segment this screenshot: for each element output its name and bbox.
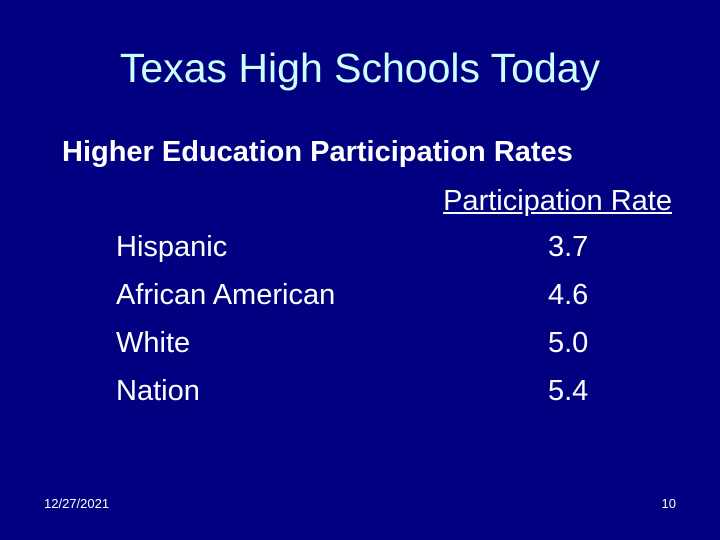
table-row: Nation 5.4 [0, 370, 720, 418]
table-row: African American 4.6 [0, 274, 720, 322]
row-label: African American [116, 279, 336, 311]
row-label: Nation [116, 375, 200, 407]
table-row: White 5.0 [0, 322, 720, 370]
row-value: 5.4 [548, 375, 589, 407]
row-value: 4.6 [548, 279, 589, 311]
slide-title: Texas High Schools Today [119, 45, 601, 91]
footer-date: 12/27/2021 [44, 496, 110, 511]
row-label: Hispanic [116, 231, 228, 263]
column-header-participation-rate: Participation Rate [443, 185, 672, 217]
row-value: 3.7 [548, 231, 589, 263]
slide-subtitle: Higher Education Participation Rates [62, 136, 573, 168]
page-number: 10 [661, 496, 676, 511]
row-value: 5.0 [548, 327, 589, 359]
table-row: Hispanic 3.7 [0, 226, 720, 274]
row-label: White [116, 327, 191, 359]
